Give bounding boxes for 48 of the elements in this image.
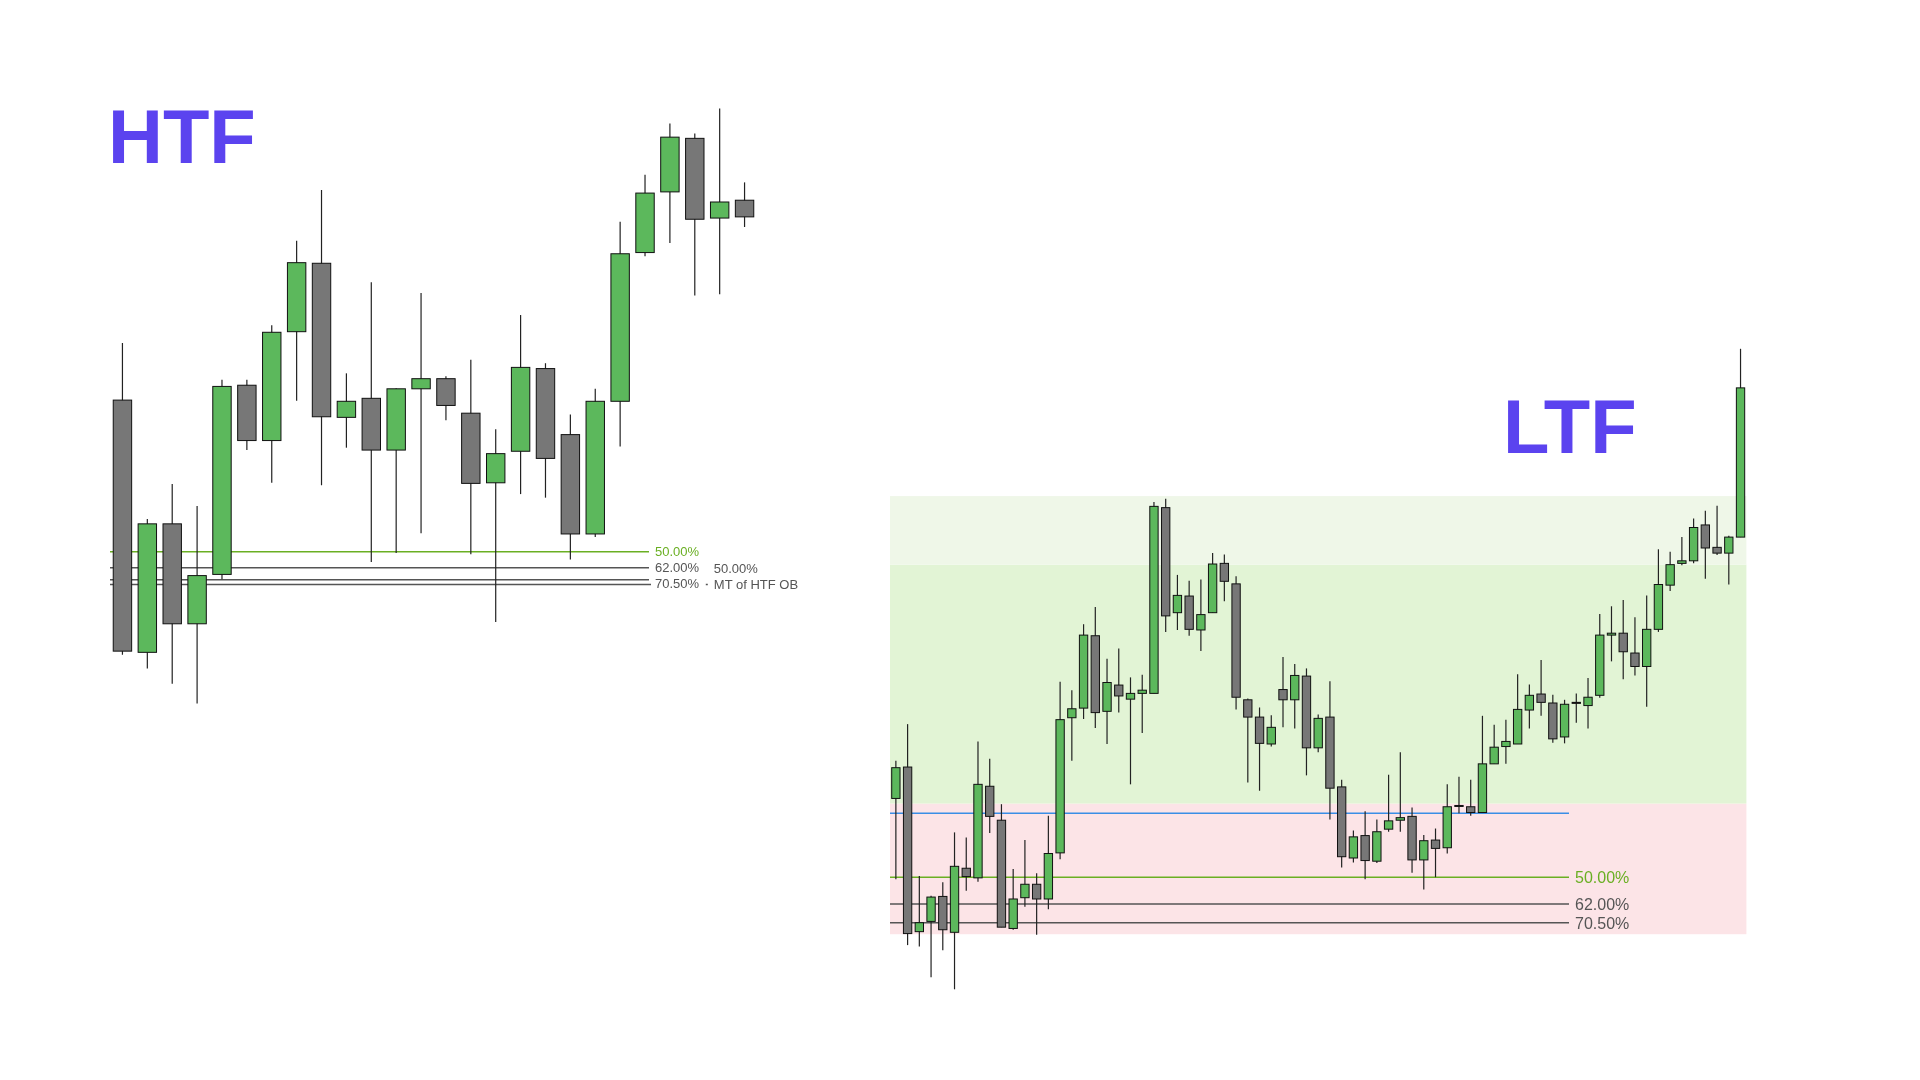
candlestick: [1266, 714, 1276, 748]
candlestick: [1700, 510, 1711, 580]
candlestick: [709, 108, 730, 295]
candlestick: [1501, 719, 1511, 765]
candlestick: [1618, 599, 1628, 680]
candlestick: [1278, 656, 1288, 728]
candlestick: [1419, 834, 1429, 890]
candlestick: [1571, 692, 1581, 724]
candlestick: [1067, 689, 1077, 762]
candlestick: [1665, 551, 1675, 592]
annotation: 50.00%: [1575, 868, 1630, 886]
candlestick: [1219, 553, 1230, 602]
candlestick: [1536, 659, 1546, 717]
annotation: 62.00%: [1575, 895, 1630, 913]
candlestick: [1524, 683, 1535, 730]
candlestick: [1454, 776, 1464, 814]
candlestick: [1031, 872, 1042, 936]
text: LTF: [1503, 384, 1637, 469]
candlestick: [1020, 839, 1030, 908]
candlestick: [1712, 505, 1722, 556]
annotation: 50.00%: [655, 544, 700, 560]
annotation: 70.50%: [655, 576, 700, 592]
candlestick: [961, 836, 971, 892]
candlestick: [914, 875, 924, 947]
candlestick: [1466, 779, 1476, 817]
candlestick: [411, 292, 431, 534]
candlestick: [1395, 751, 1405, 833]
candlestick: [1243, 697, 1253, 784]
candlestick: [1348, 829, 1359, 864]
candlestick: [1172, 574, 1183, 631]
candlestick: [1114, 647, 1124, 714]
candlestick: [1724, 535, 1734, 586]
candlestick: [1630, 616, 1640, 677]
candlestick: [1583, 677, 1593, 730]
candlestick: [1489, 724, 1499, 765]
candlestick: [1430, 827, 1441, 878]
candlestick: [336, 372, 357, 449]
annotation: 50.00% MT of HTF OB: [713, 561, 799, 593]
chart-title: HTF: [108, 94, 256, 179]
candlestick: [1125, 676, 1136, 785]
annotation: 70.50%: [1575, 914, 1630, 932]
candlestick: [1677, 536, 1687, 566]
candlestick: [1196, 578, 1206, 652]
candlestick: [1383, 774, 1394, 833]
annotation: 62.00%: [655, 560, 700, 576]
candlestick: [1606, 605, 1617, 662]
candlestick: [1137, 674, 1147, 734]
candlestick: [734, 181, 755, 228]
